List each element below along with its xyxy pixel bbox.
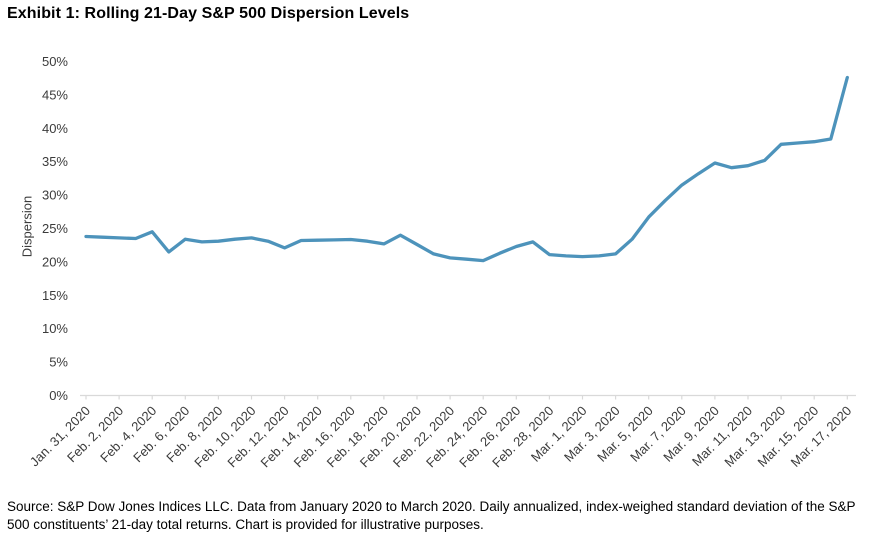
y-tick-label: 35% (42, 154, 68, 169)
y-tick-label: 0% (49, 388, 68, 403)
y-tick-label: 15% (42, 288, 68, 303)
y-tick-label: 40% (42, 121, 68, 136)
source-note: Source: S&P Dow Jones Indices LLC. Data … (7, 499, 856, 532)
y-tick-label: 30% (42, 188, 68, 203)
y-tick-label: 5% (49, 355, 68, 370)
y-tick-label: 45% (42, 87, 68, 102)
y-tick-label: 50% (42, 54, 68, 69)
y-tick-label: 25% (42, 221, 68, 236)
dispersion-line (84, 75, 849, 263)
line-chart-plot-area: 0%5%10%15%20%25%30%35%40%45%50%Jan. 31, … (27, 54, 856, 470)
y-tick-label: 20% (42, 254, 68, 269)
y-tick-label: 10% (42, 321, 68, 336)
chart-title: Exhibit 1: Rolling 21-Day S&P 500 Disper… (7, 5, 410, 22)
